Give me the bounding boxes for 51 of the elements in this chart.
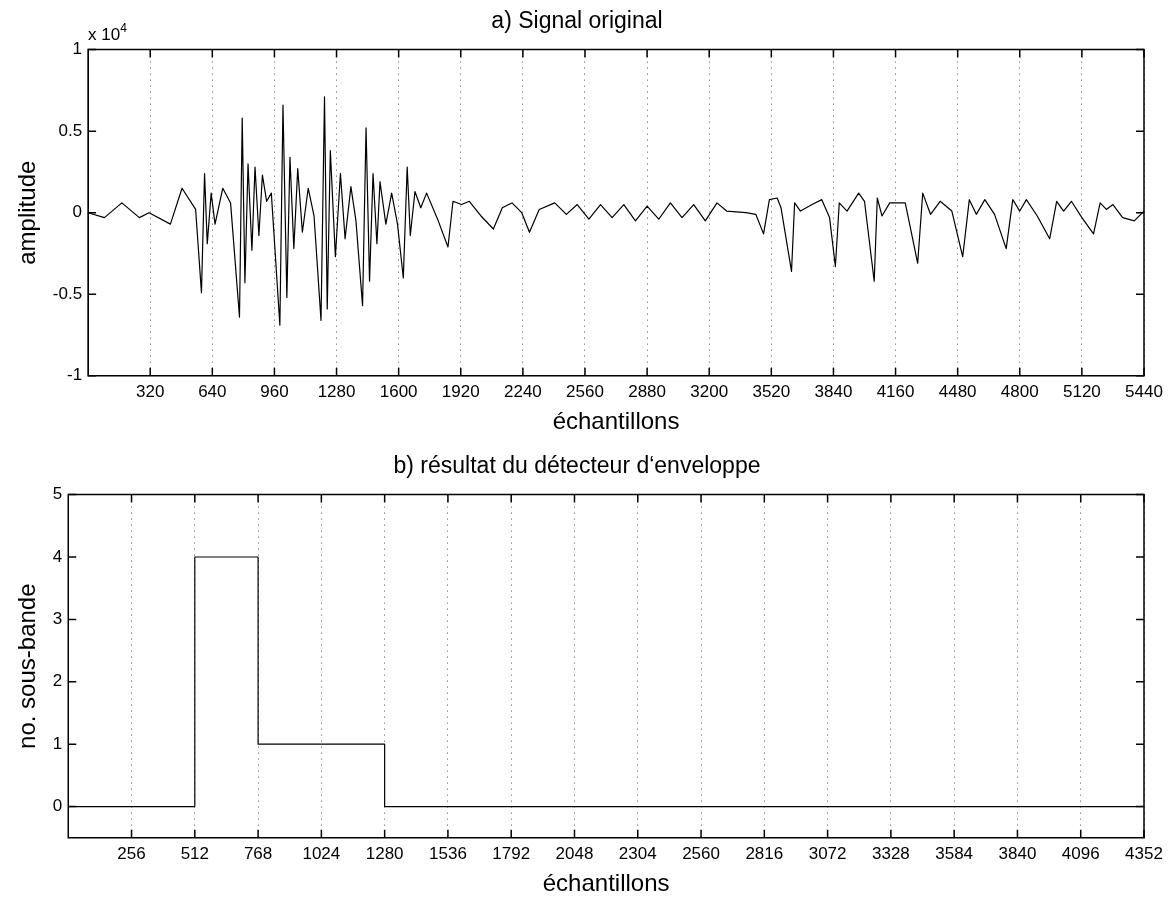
x-tick-label: 960 [260, 381, 289, 401]
y-tick-label: 2 [52, 671, 63, 691]
x-tick-label: 4352 [1125, 843, 1163, 863]
x-tick-label: 256 [117, 843, 146, 863]
x-tick-label: 2304 [618, 843, 657, 863]
x-tick-label: 4800 [1000, 381, 1039, 401]
x-tick-label: 4096 [1061, 843, 1100, 863]
x-tick-label: 4160 [876, 381, 915, 401]
y-tick-label: -0.5 [52, 283, 83, 303]
x-tick-label: 2048 [555, 843, 594, 863]
x-tick-label: 5120 [1062, 381, 1101, 401]
x-tick-label: 3520 [752, 381, 791, 401]
chart-title: b) résultat du détecteur d‘enveloppe [393, 452, 761, 479]
x-tick-label: 2880 [628, 381, 667, 401]
x-tick-label: 2240 [503, 381, 542, 401]
x-tick-label: 1536 [429, 843, 467, 863]
x-tick-label: 1792 [492, 843, 531, 863]
y-tick-label: 0 [52, 796, 63, 816]
x-tick-label: 5440 [1125, 381, 1163, 401]
x-tick-label: 768 [243, 843, 273, 863]
y-tick-label: 1 [72, 39, 83, 59]
x-tick-label: 2816 [745, 843, 784, 863]
y-tick-label: 5 [52, 484, 63, 504]
x-tick-label: 3200 [690, 381, 729, 401]
y-tick-label: 3 [52, 609, 63, 629]
x-tick-label: 512 [180, 843, 209, 863]
x-tick-label: 3584 [935, 843, 974, 863]
y-axis-title: amplitude [13, 160, 41, 265]
y-tick-label: 1 [52, 733, 63, 753]
x-tick-label: 3840 [998, 843, 1037, 863]
x-tick-label: 3328 [871, 843, 910, 863]
x-tick-label: 1280 [365, 843, 404, 863]
x-tick-label: 640 [198, 381, 227, 401]
x-axis-title: échantillons [542, 869, 670, 897]
x-tick-label: 3072 [808, 843, 847, 863]
y-axis-title: no. sous-bande [13, 583, 41, 749]
x-tick-label: 1024 [302, 843, 341, 863]
x-tick-label: 1600 [379, 381, 418, 401]
y-tick-label: 0.5 [58, 120, 83, 140]
chart-title: a) Signal original [491, 7, 663, 34]
x-tick-label: 320 [136, 381, 165, 401]
x-tick-label: 1920 [441, 381, 480, 401]
y-tick-label: 0 [72, 202, 83, 222]
x-tick-label: 4480 [938, 381, 977, 401]
x-axis-title: échantillons [552, 407, 680, 435]
y-tick-label: 4 [52, 546, 63, 566]
x-tick-label: 3840 [814, 381, 853, 401]
x-tick-label: 2560 [566, 381, 604, 401]
x-tick-label: 1280 [317, 381, 356, 401]
x-tick-label: 2560 [682, 843, 720, 863]
y-tick-label: -1 [66, 365, 83, 385]
